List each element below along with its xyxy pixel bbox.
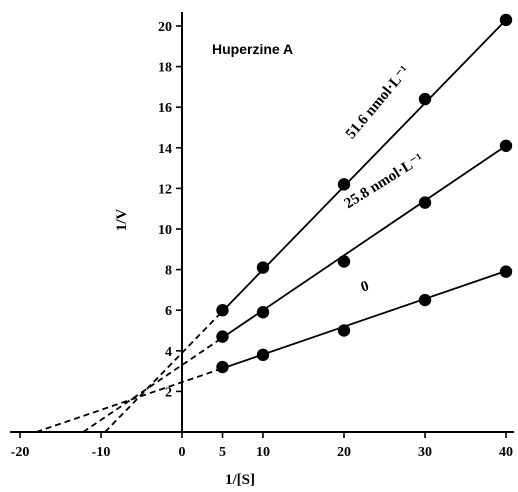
data-point bbox=[216, 304, 229, 317]
y-tick-label: 16 bbox=[158, 101, 172, 116]
data-point bbox=[418, 196, 432, 209]
data-point bbox=[216, 330, 229, 343]
x-tick-label: 5 bbox=[219, 445, 226, 460]
y-tick-label: 20 bbox=[158, 20, 172, 35]
data-point bbox=[499, 265, 513, 278]
y-tick-label: 10 bbox=[158, 223, 172, 238]
axes bbox=[10, 12, 514, 433]
x-tick-label: 10 bbox=[256, 445, 270, 460]
data-point bbox=[256, 261, 270, 274]
chart-title: Huperzine A bbox=[212, 41, 293, 57]
data-point bbox=[337, 255, 351, 268]
x-tick-label: 0 bbox=[179, 445, 186, 460]
y-tick-label: 4 bbox=[165, 345, 172, 360]
y-tick-label: 6 bbox=[165, 304, 172, 319]
fit-line bbox=[221, 19, 507, 312]
series-label: 0 bbox=[359, 278, 371, 296]
data-point bbox=[216, 360, 229, 374]
x-tick-label: -20 bbox=[11, 445, 30, 460]
y-axis-title: 1/V bbox=[114, 209, 130, 232]
series-label: 51.6 nmol·L⁻¹ bbox=[343, 63, 413, 142]
y-tick-label: 8 bbox=[165, 264, 172, 279]
extrapolation-lines bbox=[35, 310, 224, 433]
y-tick-label: 14 bbox=[158, 142, 172, 157]
data-point bbox=[256, 306, 270, 319]
y-tick-label: 12 bbox=[158, 182, 172, 197]
series-labels: 0 25.8 nmol·L⁻¹ 51.6 nmol·L⁻¹ bbox=[342, 63, 427, 296]
data-points bbox=[216, 13, 513, 374]
ticks: -20 -10 0 5 10 20 30 40 2 4 6 8 10 12 14 16 18 20 bbox=[11, 20, 513, 460]
fit-line bbox=[222, 270, 507, 370]
data-point bbox=[499, 139, 513, 152]
data-point bbox=[256, 348, 270, 362]
extrapolation-line bbox=[104, 310, 224, 433]
fit-lines bbox=[221, 19, 507, 370]
extrapolation-line bbox=[82, 336, 224, 433]
data-point bbox=[337, 178, 351, 191]
y-tick-label: 2 bbox=[165, 385, 172, 400]
data-point bbox=[418, 293, 432, 307]
x-tick-label: 20 bbox=[337, 445, 351, 460]
data-point bbox=[499, 13, 513, 27]
extrapolation-line bbox=[35, 367, 223, 433]
data-point bbox=[337, 324, 351, 337]
data-point bbox=[418, 92, 432, 106]
x-tick-label: 30 bbox=[418, 445, 432, 460]
y-tick-label: 18 bbox=[158, 61, 172, 76]
series-label: 25.8 nmol·L⁻¹ bbox=[342, 151, 427, 212]
x-axis-title: 1/[S] bbox=[225, 472, 255, 488]
fit-line bbox=[221, 145, 507, 339]
x-tick-label: -10 bbox=[92, 445, 111, 460]
x-tick-label: 40 bbox=[499, 445, 513, 460]
